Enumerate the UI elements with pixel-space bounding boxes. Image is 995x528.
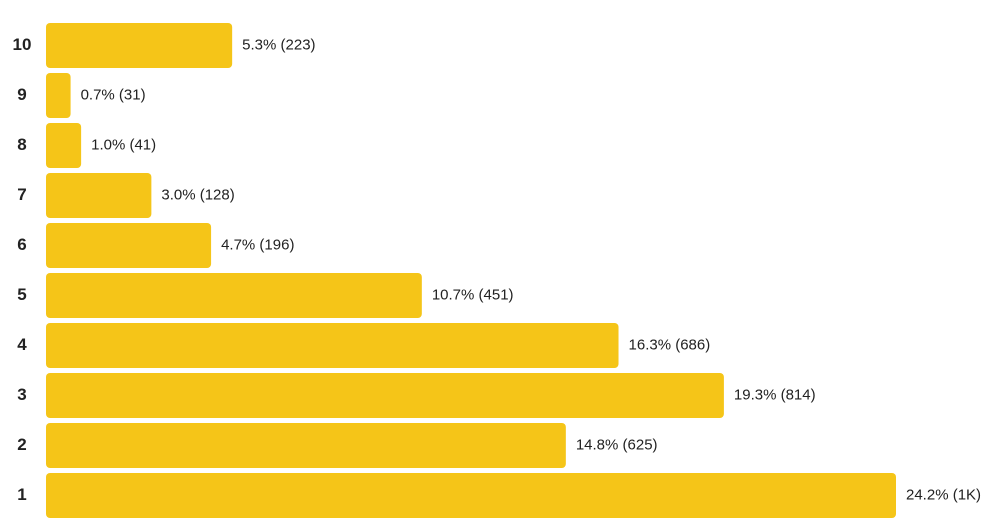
value-label: 10.7% (451) — [432, 286, 514, 303]
bar — [46, 23, 233, 68]
category-label: 1 — [17, 485, 26, 504]
value-label: 14.8% (625) — [576, 436, 658, 453]
bar — [46, 173, 152, 218]
value-label: 3.0% (128) — [161, 186, 234, 203]
value-label: 0.7% (31) — [81, 86, 146, 103]
category-label: 4 — [17, 335, 27, 354]
category-label: 8 — [17, 135, 26, 154]
bar — [46, 273, 422, 318]
value-label: 1.0% (41) — [91, 136, 156, 153]
value-label: 19.3% (814) — [734, 386, 816, 403]
bar — [46, 323, 619, 368]
category-label: 2 — [17, 435, 26, 454]
value-label: 24.2% (1K) — [906, 486, 981, 503]
bar — [46, 373, 724, 418]
category-label: 9 — [17, 85, 26, 104]
bar — [46, 73, 71, 118]
category-label: 7 — [17, 185, 26, 204]
category-label: 10 — [13, 35, 32, 54]
category-label: 6 — [17, 235, 26, 254]
category-label: 5 — [17, 285, 26, 304]
bar — [46, 473, 896, 518]
value-label: 5.3% (223) — [242, 36, 315, 53]
bar — [46, 223, 212, 268]
value-label: 16.3% (686) — [629, 336, 711, 353]
bar — [46, 423, 566, 468]
value-label: 4.7% (196) — [221, 236, 294, 253]
bar — [46, 123, 82, 168]
category-label: 3 — [17, 385, 26, 404]
